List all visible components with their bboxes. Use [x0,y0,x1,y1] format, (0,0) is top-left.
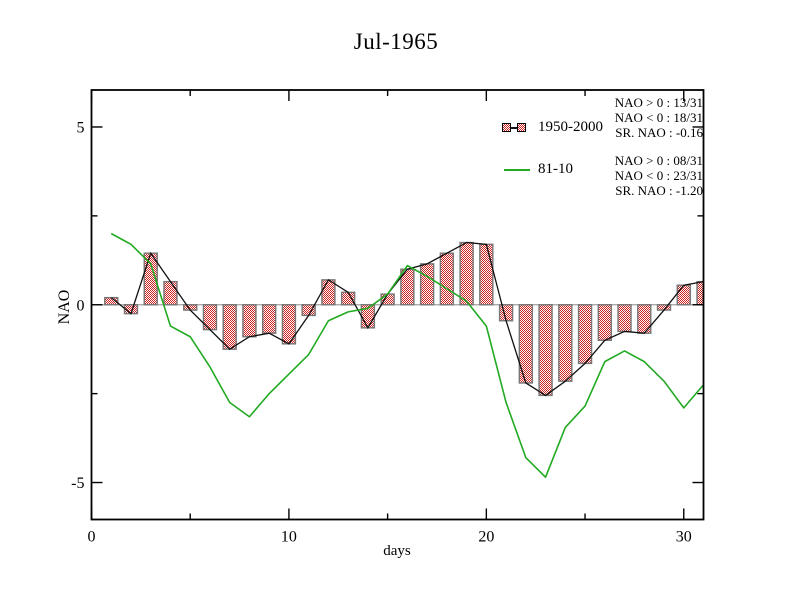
bar-day-24 [558,304,573,382]
bar-day-30 [676,284,691,306]
stats-line-group: NAO > 0 : 08/31 NAO < 0 : 23/31 SR. NAO … [615,153,703,198]
bar-day-12 [321,279,336,306]
legend-bar-marker-icon [502,123,526,132]
x-axis-label: days [383,543,411,559]
bar-day-20 [479,243,494,306]
bar-day-26 [597,304,612,342]
legend-label-line: 81-10 [538,161,573,177]
x-axis-tick-label: 30 [676,529,692,546]
bar-day-31 [696,280,704,306]
bar-day-25 [577,304,593,365]
legend-line-marker-icon [504,168,530,171]
stat-bars-negative: NAO < 0 : 18/31 [614,110,703,125]
stat-bars-positive: NAO > 0 : 13/31 [614,95,703,110]
hatched-square-icon [502,123,511,132]
y-axis-tick-label: 0 [77,297,85,314]
y-axis-tick-label: -5 [71,475,84,492]
bar-day-9 [261,304,277,334]
bar-day-19 [459,241,474,306]
bar-day-18 [439,252,455,306]
hatched-square-icon [517,123,526,132]
bar-day-8 [242,304,257,338]
stat-line-sr: SR. NAO : -1.20 [615,183,703,198]
bar-day-28 [637,304,652,334]
bar-day-27 [617,304,632,333]
x-axis-tick-label: 20 [478,529,494,546]
bar-day-17 [419,263,435,306]
stat-line-negative: NAO < 0 : 23/31 [614,168,703,183]
x-axis-tick-label: 0 [88,529,96,546]
bar-day-4 [163,280,178,306]
stats-panel: NAO > 0 : 13/31 NAO < 0 : 18/31 SR. NAO … [615,95,703,198]
y-axis-tick-label: 5 [77,119,85,136]
chart-title: Jul-1965 [353,29,439,54]
stats-bars-group: NAO > 0 : 13/31 NAO < 0 : 18/31 SR. NAO … [615,95,703,140]
stat-line-positive: NAO > 0 : 08/31 [614,153,703,168]
bar-day-13 [340,291,356,306]
bar-day-22 [518,304,534,384]
legend-entry-line: 81-10 [504,161,573,177]
y-axis-label: NAO [56,289,73,325]
legend-label-bars: 1950-2000 [538,119,603,135]
stat-bars-sr: SR. NAO : -0.16 [615,125,703,140]
plot-frame [90,89,705,521]
climatology-line [110,232,704,478]
bar-day-23 [538,304,553,397]
bar-day-7 [222,304,237,350]
bars-connecting-line [110,241,704,397]
x-axis-tick-label: 10 [281,529,297,546]
legend-connector-line [511,126,517,129]
legend-entry-bars: 1950-2000 [502,119,603,135]
